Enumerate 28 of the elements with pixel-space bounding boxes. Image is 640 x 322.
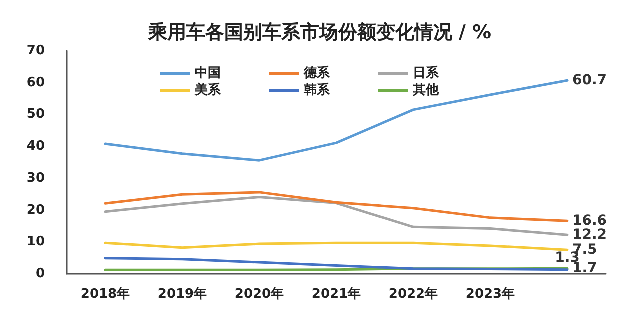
x-tick-label: 2018年 <box>80 287 130 302</box>
line-series <box>104 79 569 162</box>
line-series <box>104 196 569 236</box>
y-tick-label: 60 <box>26 75 45 90</box>
y-tick-label: 50 <box>26 107 45 122</box>
x-tick-label: 2023年 <box>466 287 516 302</box>
y-tick-label: 40 <box>26 139 45 154</box>
y-tick-label: 30 <box>26 170 45 186</box>
y-tick-label: 10 <box>26 234 45 250</box>
line-series <box>104 242 569 252</box>
legend-label: 德系 <box>303 65 331 81</box>
y-tick-label: 20 <box>26 202 45 218</box>
data-label: 16.6 <box>572 213 608 230</box>
y-tick-label: 0 <box>36 266 45 282</box>
legend-label: 其他 <box>412 83 440 98</box>
legend-label: 中国 <box>195 66 221 81</box>
chart-title: 乘用车各国别车系市场份额变化情况 / % <box>147 22 492 44</box>
line-series <box>104 191 569 222</box>
y-tick-label: 70 <box>26 44 45 58</box>
x-tick-label: 2019年 <box>158 287 208 302</box>
x-tick-label: 2022年 <box>388 287 438 302</box>
legend-label: 美系 <box>194 82 222 98</box>
data-label: 60.7 <box>572 72 608 89</box>
x-tick-label: 2021年 <box>312 287 362 302</box>
data-label: 12.2 <box>572 227 608 244</box>
x-tick-label: 2020年 <box>234 287 284 302</box>
legend-label: 韩系 <box>303 82 331 98</box>
legend-label: 日系 <box>413 65 440 81</box>
